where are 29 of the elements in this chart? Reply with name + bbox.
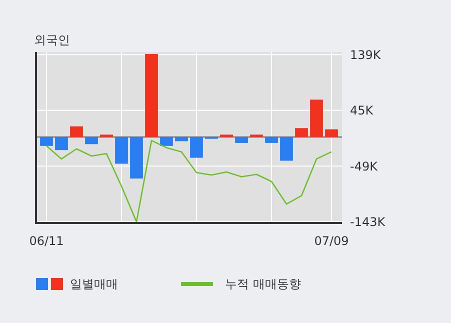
bar bbox=[235, 137, 248, 143]
bar bbox=[55, 137, 68, 150]
bar bbox=[175, 137, 188, 142]
bar bbox=[40, 137, 53, 146]
bar bbox=[160, 137, 173, 146]
bar bbox=[325, 129, 338, 138]
bar bbox=[100, 134, 113, 138]
y-tick-label: -143K bbox=[350, 215, 386, 230]
bar bbox=[70, 126, 83, 138]
bar bbox=[295, 128, 308, 138]
chart-title: 외국인 bbox=[34, 33, 70, 47]
bar bbox=[280, 137, 293, 161]
y-tick-label: 139K bbox=[350, 48, 382, 62]
bar bbox=[130, 137, 143, 179]
legend-label: 일별매매 bbox=[70, 277, 118, 291]
bar bbox=[310, 100, 323, 138]
bar bbox=[115, 137, 128, 164]
line-series bbox=[46, 140, 332, 222]
bar bbox=[265, 137, 278, 143]
legend-label: 누적 매매동향 bbox=[225, 277, 301, 291]
bar bbox=[190, 137, 203, 158]
x-tick-label: 06/11 bbox=[29, 234, 64, 248]
y-tick-label: -49K bbox=[350, 159, 379, 174]
bar bbox=[250, 134, 263, 138]
y-tick-label: 45K bbox=[350, 104, 374, 118]
bar bbox=[145, 54, 158, 138]
bar bbox=[85, 137, 98, 144]
bar bbox=[220, 134, 233, 138]
x-tick-label: 07/09 bbox=[314, 234, 349, 248]
